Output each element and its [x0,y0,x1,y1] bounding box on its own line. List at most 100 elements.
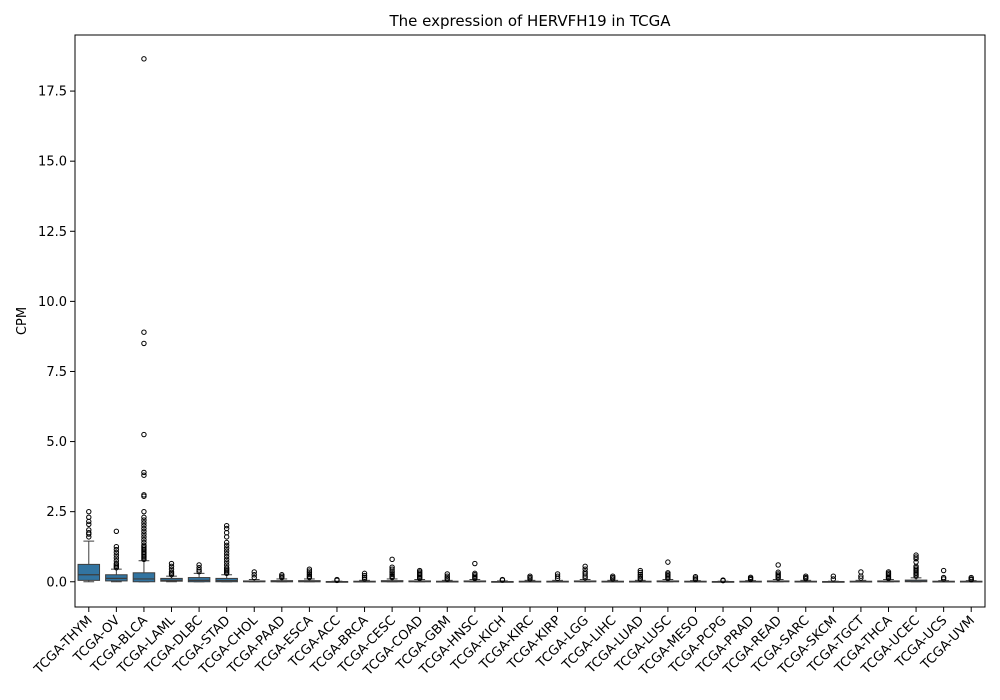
outlier-point [665,559,671,565]
outlier-point [141,56,147,62]
y-tick-label: 15.0 [38,155,67,170]
outlier-point [196,567,202,573]
outlier-point [830,573,837,579]
box-body [132,572,156,583]
outlier-point [885,575,892,582]
outlier-point [251,574,257,581]
outlier-point [416,575,423,582]
outlier-point [141,520,147,526]
outlier-point [747,576,754,583]
outlier-point [361,572,368,579]
outlier-point [858,575,864,581]
outlier-point [113,528,120,534]
outlier-point [141,517,147,523]
y-tick-label: 17.5 [38,85,67,100]
outlier-point [141,531,147,537]
outlier-point [472,575,478,582]
outlier-point [306,571,313,578]
box-tcga-uvm [959,574,983,583]
outlier-point [775,562,781,568]
y-tick-label: 10.0 [38,295,67,310]
outlier-point [141,469,147,476]
outlier-point [86,531,92,537]
box-tcga-lgg [573,563,597,583]
outlier-point [720,577,726,584]
outlier-point [968,577,974,583]
outlier-point [223,548,230,554]
outlier-point [692,576,699,583]
outlier-point [499,577,506,583]
outlier-point [113,546,120,553]
outlier-point [223,559,230,565]
outlier-point [168,560,175,567]
outlier-point [141,522,147,529]
outlier-point [196,568,202,575]
box-tcga-tgct [849,569,873,583]
box-tcga-lusc [656,559,680,583]
outlier-point [334,577,340,584]
box-tcga-lihc [601,573,624,583]
chart-title: The expression of HERVFH19 in TCGA [388,12,671,30]
outlier-point [141,472,147,478]
box-tcga-brca [353,570,376,583]
box-tcga-ov [105,528,128,583]
y-axis-ticks: 0.0 2.5 5.0 7.5 10.0 12.5 15.0 17.5 [38,85,75,590]
box-series [77,56,983,584]
outlier-point [361,574,368,580]
outlier-point [940,567,947,574]
outlier-point [223,542,230,549]
box-body [187,577,211,583]
y-tick-label: 12.5 [38,225,67,240]
box-tcga-ucec [904,552,928,583]
outlier-point [168,563,175,570]
outlier-point [196,562,202,568]
box-tcga-gbm [436,571,459,583]
outlier-point [913,552,919,558]
outlier-point [389,566,395,572]
box-tcga-esca [298,566,321,583]
box-tcga-meso [684,574,707,583]
y-axis-label: CPM [15,307,30,335]
outlier-point [141,534,147,540]
x-axis-ticks: TCGA-THYMTCGA-OVTCGA-BLCATCGA-LAMLTCGA-D… [31,607,978,679]
box-tcga-pcpg [711,577,735,584]
box-tcga-luad [629,567,652,583]
outlier-point [141,528,147,534]
box-tcga-hnsc [463,560,487,583]
outlier-point [306,566,313,572]
y-tick-label: 2.5 [46,505,67,520]
outlier-point [582,573,588,579]
box-tcga-prad [739,574,762,583]
y-tick-label: 5.0 [46,435,67,450]
outlier-point [444,576,450,582]
outlier-point [637,573,644,579]
outlier-point [775,575,781,581]
outlier-point [113,544,120,550]
outlier-point [830,576,837,582]
box-tcga-acc [325,576,349,584]
outlier-point [141,508,147,515]
outlier-point [444,573,450,579]
outlier-point [306,568,313,574]
outlier-point [141,340,147,347]
outlier-point [113,552,120,558]
outlier-point [223,551,230,557]
outlier-point [306,574,313,581]
box-tcga-cesc [380,556,404,583]
outlier-point [223,553,230,560]
outlier-point [223,545,230,551]
box-tcga-blca [132,56,156,583]
box-tcga-coad [408,567,431,583]
outlier-point [913,556,919,562]
box-tcga-kirc [518,573,542,583]
box-tcga-chol [242,569,266,583]
outlier-point [223,570,230,577]
outlier-point [141,556,147,563]
outlier-point [141,493,147,499]
outlier-point [665,575,671,582]
outlier-point [251,569,257,575]
plot-area-frame [74,34,986,608]
outlier-point [251,572,257,578]
outlier-point [279,574,285,581]
box-tcga-sarc [794,573,818,583]
